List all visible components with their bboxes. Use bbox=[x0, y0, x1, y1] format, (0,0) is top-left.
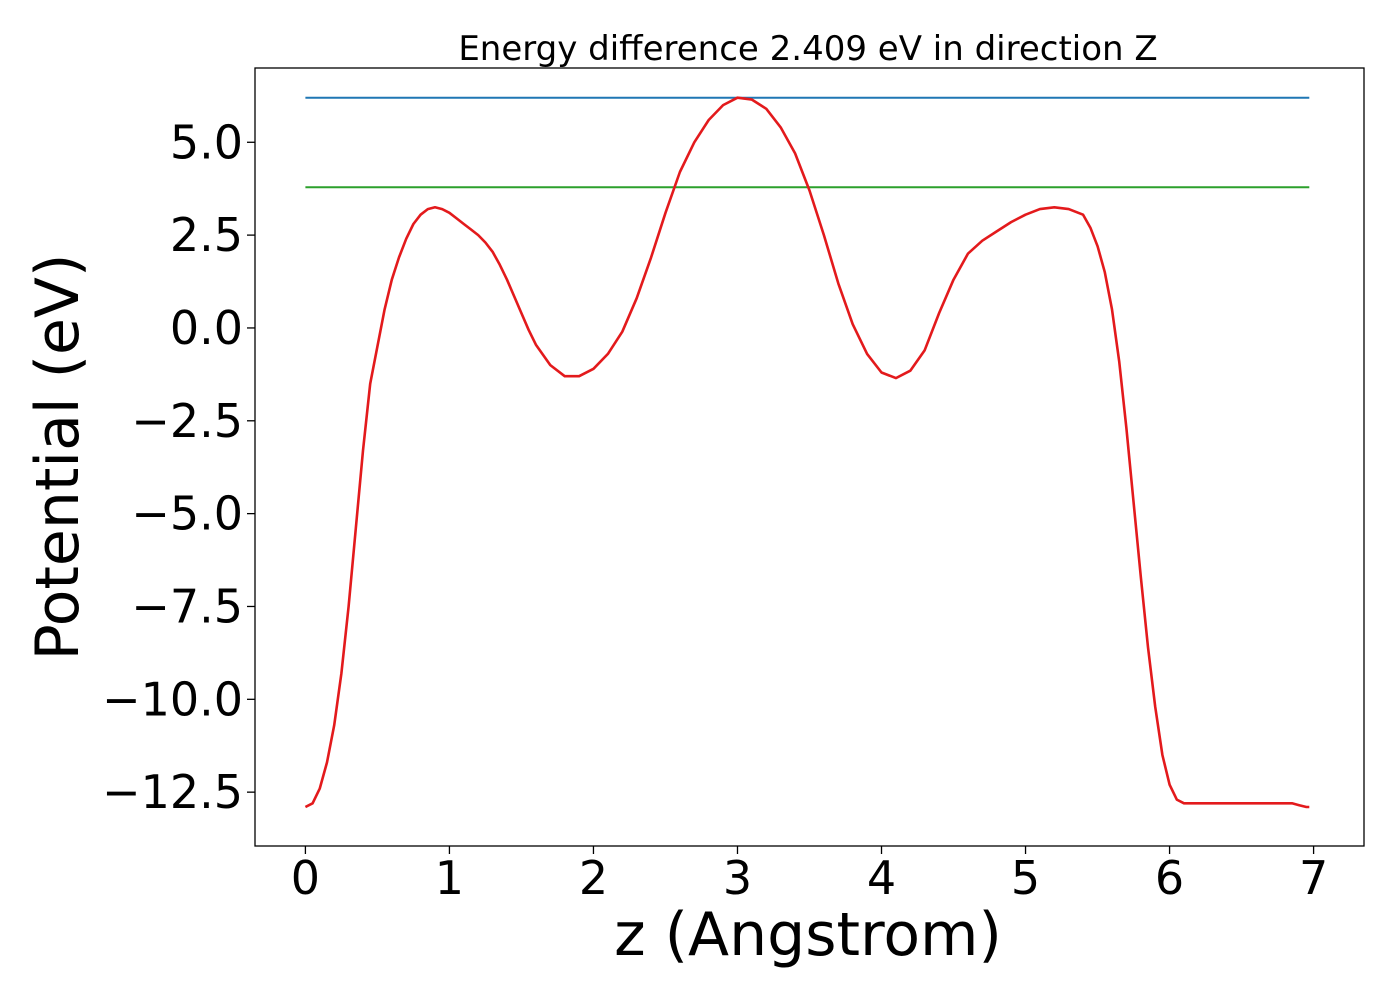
plot-area bbox=[304, 96, 1310, 809]
y-tick-label: −5.0 bbox=[131, 487, 243, 541]
x-tick-label: 0 bbox=[291, 851, 320, 905]
y-tick-label: 2.5 bbox=[170, 208, 243, 262]
y-tick-label: −7.5 bbox=[131, 579, 243, 633]
x-axis-label: z (Angstrom) bbox=[614, 900, 1002, 970]
x-tick-label: 2 bbox=[579, 851, 608, 905]
x-tick-label: 1 bbox=[435, 851, 464, 905]
x-tick-label: 6 bbox=[1155, 851, 1184, 905]
axes-frame bbox=[254, 67, 1365, 847]
x-tick-label: 5 bbox=[1011, 851, 1040, 905]
x-tick-label: 7 bbox=[1299, 851, 1328, 905]
y-tick-label: −10.0 bbox=[102, 672, 243, 726]
y-tick-label: 0.0 bbox=[170, 301, 243, 355]
chart-title: Energy difference 2.409 eV in direction … bbox=[458, 29, 1157, 69]
x-tick-label: 3 bbox=[723, 851, 752, 905]
y-tick-label: −2.5 bbox=[131, 394, 243, 448]
x-tick-label: 4 bbox=[867, 851, 896, 905]
y-tick-label: −12.5 bbox=[102, 765, 243, 819]
x-axis-ticks: 0 1 2 3 4 5 6 7 bbox=[291, 846, 1328, 905]
series-line-3 bbox=[304, 96, 1310, 809]
y-axis-ticks: −12.5 −10.0 −7.5 −5.0 −2.5 0.0 2.5 5.0 bbox=[102, 115, 255, 819]
y-tick-label: 5.0 bbox=[170, 115, 243, 169]
y-axis-label: Potential (eV) bbox=[23, 254, 93, 661]
